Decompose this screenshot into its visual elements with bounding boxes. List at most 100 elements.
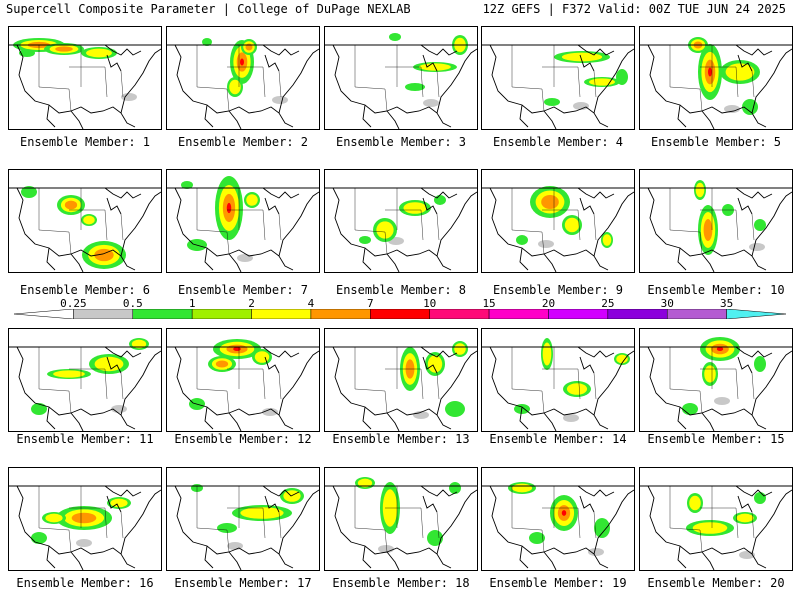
low-value-area (237, 254, 253, 262)
map-12 (167, 339, 319, 431)
scp-contour-level-1 (131, 339, 147, 349)
scp-contour-level-1 (53, 370, 85, 378)
ensemble-member-label: Ensemble Member: 20 (647, 576, 785, 590)
state-borders (38, 45, 124, 112)
low-value-area (724, 105, 740, 113)
color-scale-bar (14, 309, 786, 319)
scp-contour-level-0 (427, 530, 443, 546)
scp-contour-level-1 (254, 351, 270, 363)
scp-contour-level-1 (616, 354, 628, 364)
state-borders (196, 486, 282, 553)
map-1 (9, 38, 161, 129)
scp-contour-level-2 (245, 43, 253, 51)
scp-contour-level-1 (454, 343, 466, 355)
ensemble-member-label: Ensemble Member: 14 (489, 432, 627, 446)
ensemble-member-label: Ensemble Member: 5 (650, 135, 782, 149)
ensemble-panel-1 (8, 26, 162, 130)
color-scale-tick-label: 25 (601, 297, 615, 310)
scp-contour-level-0 (449, 482, 461, 494)
color-scale-tick-label: 20 (541, 297, 556, 310)
ensemble-member-label: Ensemble Member: 13 (332, 432, 470, 446)
ensemble-member-label: Ensemble Member: 17 (174, 576, 312, 590)
map-9 (482, 186, 634, 272)
ensemble-panel-8 (324, 169, 478, 273)
ensemble-panel-18 (324, 467, 478, 571)
map-16 (9, 485, 161, 570)
scp-contour-level-3 (233, 347, 241, 351)
state-borders (354, 188, 440, 255)
map-19 (482, 482, 634, 570)
scp-contour-level-0 (217, 523, 237, 533)
scp-contour-level-1 (86, 48, 112, 58)
ensemble-panel-15 (639, 328, 793, 432)
ensemble-member-label: Ensemble Member: 9 (492, 283, 624, 297)
state-borders (511, 347, 597, 414)
state-borders (38, 347, 124, 414)
ensemble-member-label: Ensemble Member: 19 (489, 576, 627, 590)
scp-contour-level-1 (240, 507, 284, 519)
state-borders (196, 347, 282, 414)
state-borders (196, 188, 282, 255)
ensemble-member-label: Ensemble Member: 3 (335, 135, 467, 149)
low-value-area (423, 99, 439, 107)
ensemble-panel-20 (639, 467, 793, 571)
ensemble-member-label: Ensemble Member: 10 (647, 283, 785, 297)
scp-contour-level-2 (55, 46, 73, 52)
ensemble-member-label: Ensemble Member: 18 (332, 576, 470, 590)
state-borders (38, 188, 124, 255)
map-11 (9, 338, 161, 431)
scp-contour-level-2 (703, 219, 713, 241)
color-scale-segment (132, 309, 193, 319)
state-borders (511, 486, 597, 553)
scp-contour-level-0 (389, 33, 401, 41)
color-scale-segment (251, 309, 312, 319)
scp-contour-level-2 (71, 512, 97, 524)
scp-contour-level-0 (742, 99, 758, 115)
color-scale-segment (73, 309, 134, 319)
color-scale-segment (14, 309, 74, 319)
scp-contour-level-0 (202, 38, 212, 46)
ensemble-panel-6 (8, 169, 162, 273)
scp-contour-level-1 (695, 182, 705, 198)
map-4 (482, 44, 634, 129)
scp-contour-level-1 (564, 217, 580, 233)
scp-contour-level-1 (542, 342, 552, 366)
ensemble-panel-13 (324, 328, 478, 432)
scp-contour-level-1 (83, 215, 95, 225)
color-scale-tick-label: 7 (366, 297, 374, 310)
color-scale-segment (607, 309, 668, 319)
scp-contour-level-3 (708, 67, 712, 77)
scp-contour-level-0 (594, 518, 610, 538)
state-borders (511, 45, 597, 112)
map-3 (325, 33, 477, 129)
ensemble-member-label: Ensemble Member: 11 (16, 432, 154, 446)
ensemble-panel-4 (481, 26, 635, 130)
state-borders (354, 45, 440, 112)
run-valid-info: 12Z GEFS | F372 Valid: 00Z TUE JUN 24 20… (482, 2, 786, 16)
state-borders (354, 486, 440, 553)
state-borders (38, 486, 124, 553)
scp-contour-level-1 (110, 498, 128, 508)
ensemble-member-label: Ensemble Member: 4 (492, 135, 624, 149)
scp-contour-level-1 (403, 202, 427, 214)
map-13 (325, 341, 477, 431)
color-scale-segment (191, 309, 252, 319)
map-6 (9, 186, 161, 272)
scp-contour-level-1 (376, 221, 394, 239)
color-scale-tick-label: 35 (719, 297, 734, 310)
color-scale-segment (548, 309, 609, 319)
low-value-area (262, 408, 278, 416)
scp-contour-level-3 (716, 347, 724, 351)
color-scale-segment (666, 309, 727, 319)
ensemble-panel-3 (324, 26, 478, 130)
map-17 (167, 484, 319, 570)
scp-contour-level-2 (64, 200, 78, 210)
state-borders (669, 486, 755, 553)
map-8 (325, 187, 477, 272)
coastline (325, 187, 477, 272)
color-scale-tick-label: 1 (188, 297, 196, 310)
ensemble-member-label: Ensemble Member: 1 (19, 135, 151, 149)
map-7 (167, 176, 319, 272)
scp-contour-level-0 (516, 235, 528, 245)
map-15 (640, 337, 792, 431)
